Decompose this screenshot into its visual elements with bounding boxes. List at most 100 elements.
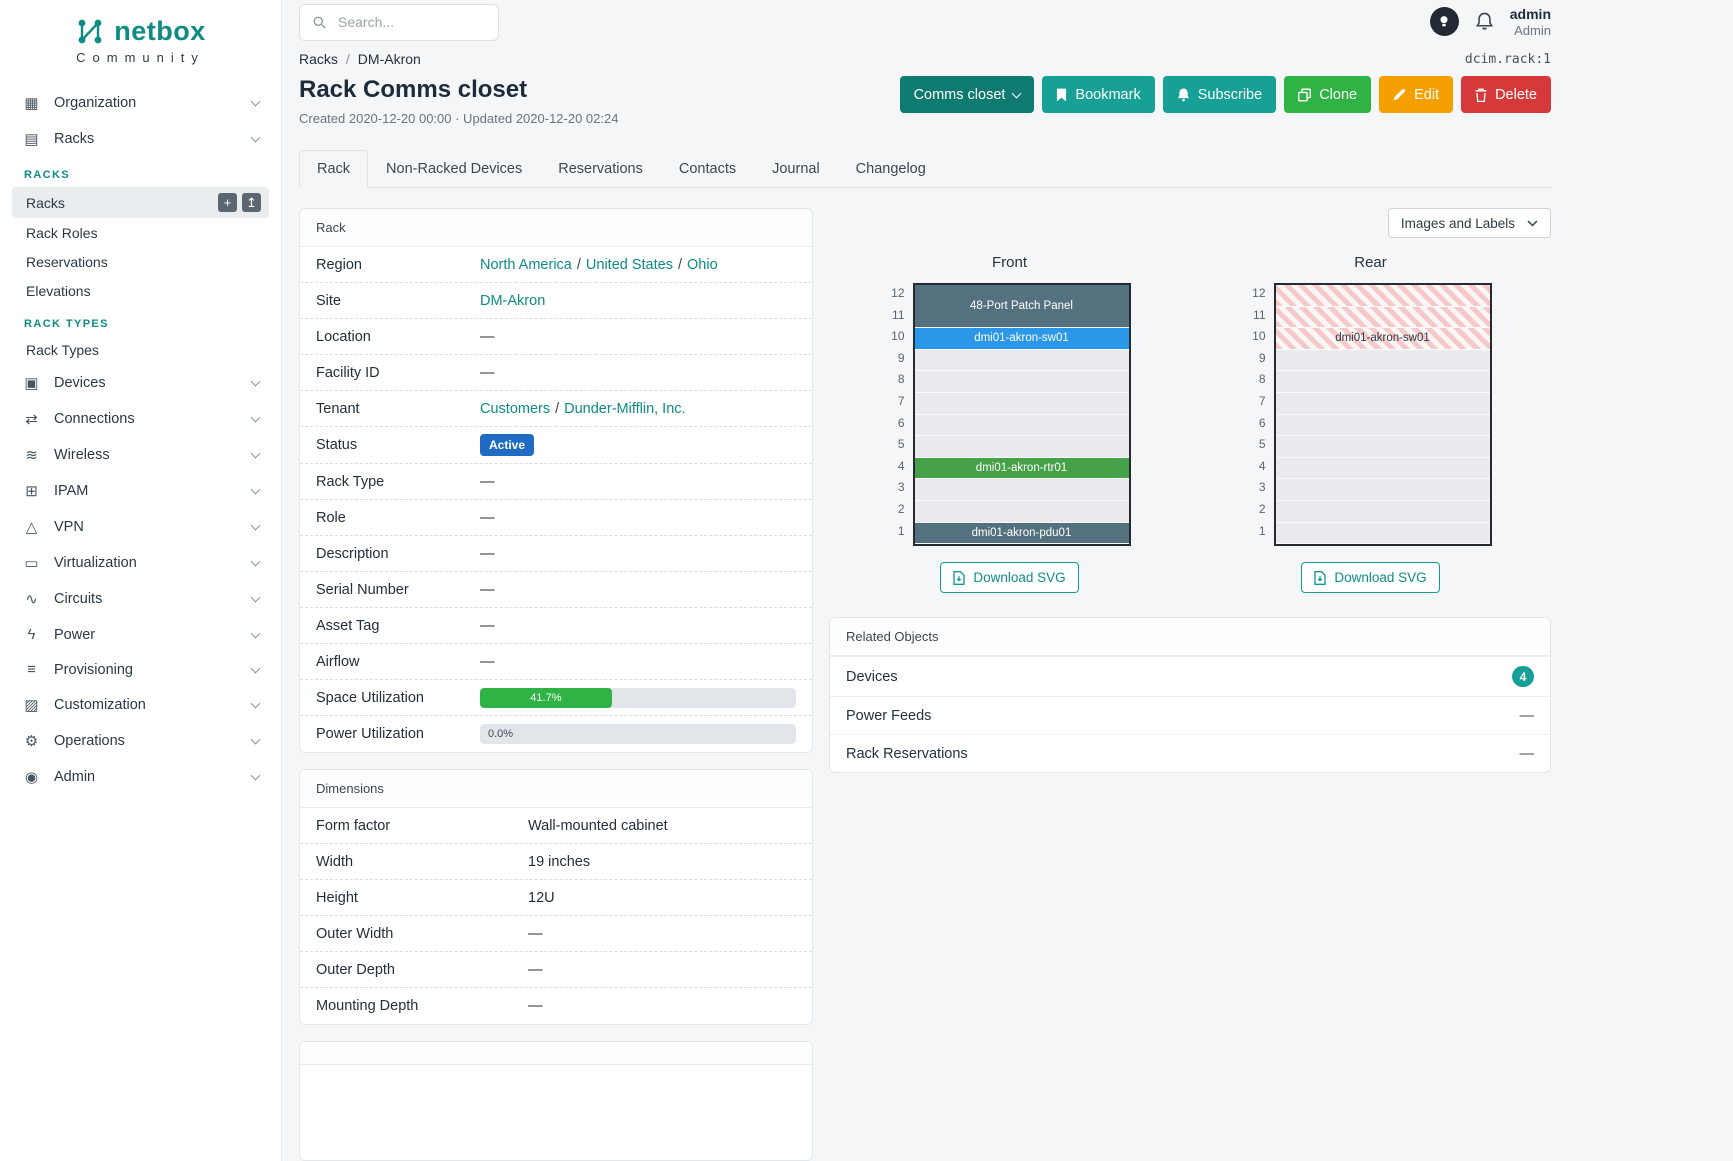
rack-unit[interactable] — [914, 371, 1129, 393]
related-objects-title: Related Objects — [830, 618, 1550, 657]
tenant-group-link[interactable]: Customers — [480, 400, 551, 417]
sidebar-item-racks[interactable]: Racks + ↥ — [12, 187, 269, 218]
netbox-logo-icon — [75, 18, 105, 45]
rack-unit[interactable] — [1275, 392, 1490, 415]
unit-number: 4 — [1258, 458, 1266, 473]
attr-value: — — [480, 328, 495, 345]
subscribe-label: Subscribe — [1197, 86, 1263, 103]
edit-button[interactable]: Edit — [1379, 76, 1454, 113]
sidebar-item-rack-roles[interactable]: Rack Roles — [12, 219, 269, 247]
circuits-icon: ∿ — [25, 591, 38, 608]
rack-unit[interactable] — [1275, 371, 1490, 393]
attr-value: — — [480, 653, 495, 670]
tab-journal[interactable]: Journal — [772, 161, 820, 177]
rack-unit[interactable] — [914, 414, 1129, 437]
rack-unit[interactable] — [1275, 479, 1490, 501]
sidebar-item-virtualization[interactable]: ▭ Virtualization — [12, 545, 269, 581]
attr-row-region: Region North America / United States / O… — [300, 247, 812, 283]
rack-unit[interactable] — [1275, 414, 1490, 437]
sidebar-item-organization[interactable]: ▦ Organization — [12, 85, 269, 121]
tab-rack[interactable]: Rack — [299, 150, 369, 188]
theme-toggle-button[interactable] — [1429, 7, 1459, 37]
elevation-view-select[interactable]: Images and Labels — [1387, 208, 1551, 238]
rack-unit[interactable] — [914, 500, 1129, 523]
front-title: Front — [991, 254, 1027, 271]
breadcrumb-racks-link[interactable]: Racks — [299, 51, 338, 67]
chevron-down-icon — [250, 556, 261, 567]
site-link[interactable]: DM-Akron — [480, 292, 546, 309]
delete-button[interactable]: Delete — [1461, 76, 1551, 113]
import-icon: ↥ — [246, 195, 257, 210]
user-menu[interactable]: admin Admin — [1510, 6, 1551, 38]
rack-device[interactable]: dmi01-akron-pdu01 — [914, 522, 1129, 545]
notifications-button[interactable] — [1475, 12, 1494, 31]
subscribe-button[interactable]: Subscribe — [1162, 76, 1277, 113]
tab-contacts[interactable]: Contacts — [678, 161, 737, 177]
related-row-devices[interactable]: Devices 4 — [830, 656, 1550, 696]
rack-device[interactable]: dmi01-akron-sw01 — [914, 328, 1129, 350]
plus-icon: + — [223, 195, 232, 210]
sidebar-item-customization[interactable]: ▨ Customization — [12, 687, 269, 723]
sidebar-item-power[interactable]: ϟ Power — [12, 617, 269, 652]
rack-unit[interactable] — [1275, 457, 1490, 480]
search-input[interactable] — [336, 13, 486, 31]
related-objects-card: Related Objects Devices 4 Power Feeds — … — [829, 617, 1551, 774]
unit-numbers: 12 11 10 9 8 7 6 5 4 3 2 1 — [1250, 283, 1274, 546]
clone-button[interactable]: Clone — [1284, 76, 1372, 113]
related-row-power-feeds[interactable]: Power Feeds — — [830, 696, 1550, 734]
region-link[interactable]: Ohio — [687, 256, 718, 273]
bookmark-label: Bookmark — [1075, 86, 1141, 103]
page-meta: Created 2020-12-20 00:00 · Updated 2020-… — [299, 111, 619, 126]
sidebar-nav: ▦ Organization ▤ Racks RACKS Racks + ↥ R… — [0, 79, 281, 801]
sidebar-item-admin[interactable]: ◉ Admin — [12, 759, 269, 795]
related-row-label: Devices — [846, 668, 898, 685]
rack-device[interactable]: dmi01-akron-rtr01 — [914, 457, 1129, 480]
rack-unit[interactable] — [914, 349, 1129, 372]
import-racks-button[interactable]: ↥ — [242, 193, 261, 212]
sidebar-item-rack-types[interactable]: Rack Types — [12, 336, 269, 364]
rack-unit[interactable] — [1275, 500, 1490, 523]
rack-unit[interactable] — [1275, 522, 1490, 545]
rack-device[interactable]: dmi01-akron-sw01 — [1275, 328, 1490, 350]
attr-row-rack-type: Rack Type — — [300, 464, 812, 500]
sidebar-item-connections[interactable]: ⇄ Connections — [12, 401, 269, 437]
sidebar-item-vpn[interactable]: △ VPN — [12, 509, 269, 545]
chevron-down-icon — [250, 412, 261, 423]
download-svg-front-button[interactable]: Download SVG — [940, 562, 1079, 594]
related-row-rack-reservations[interactable]: Rack Reservations — — [830, 734, 1550, 772]
sidebar-item-provisioning[interactable]: ≡ Provisioning — [12, 652, 269, 687]
rack-unit[interactable] — [914, 479, 1129, 501]
sidebar-item-circuits[interactable]: ∿ Circuits — [12, 581, 269, 617]
unit-number: 4 — [897, 458, 905, 473]
tab-non-racked-devices[interactable]: Non-Racked Devices — [386, 161, 523, 177]
sidebar-item-label: Operations — [54, 733, 125, 749]
rack-state-dropdown[interactable]: Comms closet — [899, 76, 1035, 113]
sidebar-item-racks-group[interactable]: ▤ Racks — [12, 121, 269, 157]
search-box[interactable] — [299, 3, 499, 41]
rack-unit[interactable] — [914, 436, 1129, 458]
rack-device[interactable]: 48-Port Patch Panel — [914, 285, 1129, 329]
region-link[interactable]: North America — [480, 256, 572, 273]
rack-unit[interactable] — [1275, 349, 1490, 372]
sidebar-item-devices[interactable]: ▣ Devices — [12, 365, 269, 401]
related-row-value: — — [1519, 745, 1535, 762]
rack-unit[interactable] — [914, 392, 1129, 415]
sidebar-item-elevations[interactable]: Elevations — [12, 277, 269, 305]
bookmark-button[interactable]: Bookmark — [1042, 76, 1155, 113]
sidebar-item-operations[interactable]: ⚙ Operations — [12, 723, 269, 759]
add-racks-button[interactable]: + — [218, 193, 237, 212]
region-link[interactable]: United States — [585, 256, 673, 273]
download-svg-rear-button[interactable]: Download SVG — [1301, 562, 1440, 594]
attr-row-form-factor: Form factor Wall-mounted cabinet — [300, 808, 812, 844]
rack-unit[interactable] — [1275, 436, 1490, 458]
sidebar-item-label: Rack Types — [26, 342, 99, 358]
breadcrumb-site-link[interactable]: DM-Akron — [357, 51, 421, 67]
sidebar-item-wireless[interactable]: ≋ Wireless — [12, 437, 269, 473]
tab-changelog[interactable]: Changelog — [855, 161, 926, 177]
tenant-link[interactable]: Dunder-Mifflin, Inc. — [564, 400, 686, 417]
tab-reservations[interactable]: Reservations — [558, 161, 643, 177]
brand[interactable]: netbox Community — [0, 12, 281, 79]
rack-unit — [1275, 285, 1490, 307]
sidebar-item-reservations[interactable]: Reservations — [12, 248, 269, 276]
sidebar-item-ipam[interactable]: ⊞ IPAM — [12, 473, 269, 509]
